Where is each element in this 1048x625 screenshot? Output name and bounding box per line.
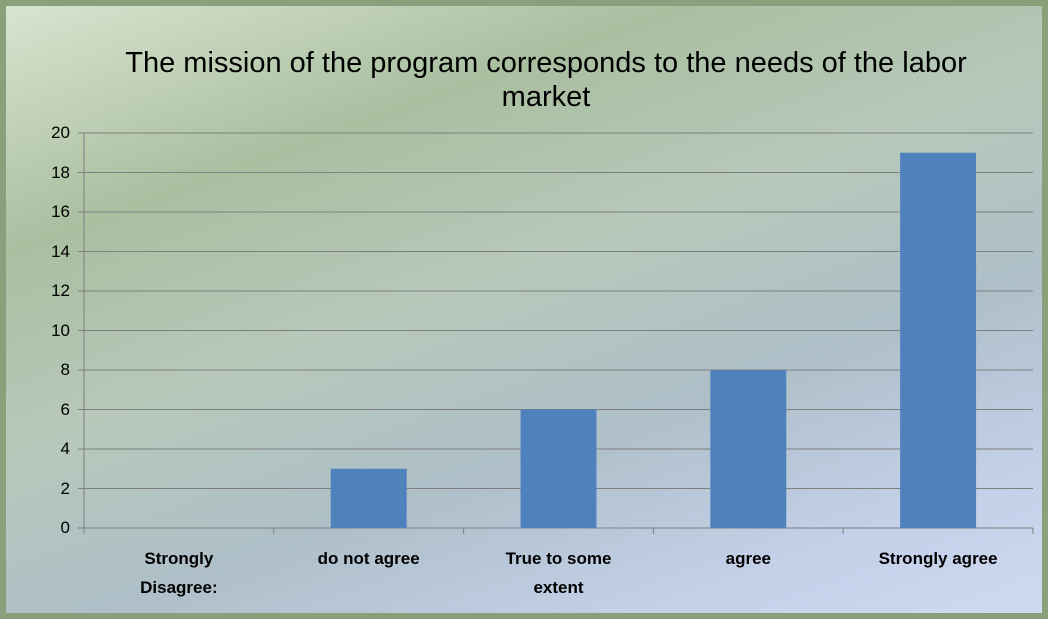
x-tick-label: True to some extent (505, 549, 612, 597)
bar (330, 468, 407, 528)
y-tick-label: 8 (60, 360, 70, 379)
y-tick-label: 18 (51, 162, 70, 182)
plot (78, 132, 1034, 534)
bar (900, 152, 977, 528)
y-tick-label: 10 (51, 320, 70, 340)
x-tick-label: Strongly agree (878, 549, 998, 568)
y-tick-label: 16 (51, 202, 70, 221)
x-tick-label: agree (725, 549, 771, 568)
y-tick-label: 0 (60, 518, 70, 537)
y-tick-label: 12 (51, 281, 70, 300)
y-tick-label: 2 (60, 478, 70, 498)
bar (520, 409, 597, 528)
x-tick-label: do not agree (317, 549, 420, 568)
y-tick-label: 14 (51, 241, 70, 261)
chart-title: The mission of the program corresponds t… (125, 47, 967, 113)
y-tick-label: 20 (51, 123, 70, 142)
x-tick-label: Strongly Disagree: (140, 549, 218, 597)
y-tick-label: 4 (60, 439, 70, 458)
y-tick-label: 6 (60, 399, 70, 419)
bar (710, 370, 787, 528)
